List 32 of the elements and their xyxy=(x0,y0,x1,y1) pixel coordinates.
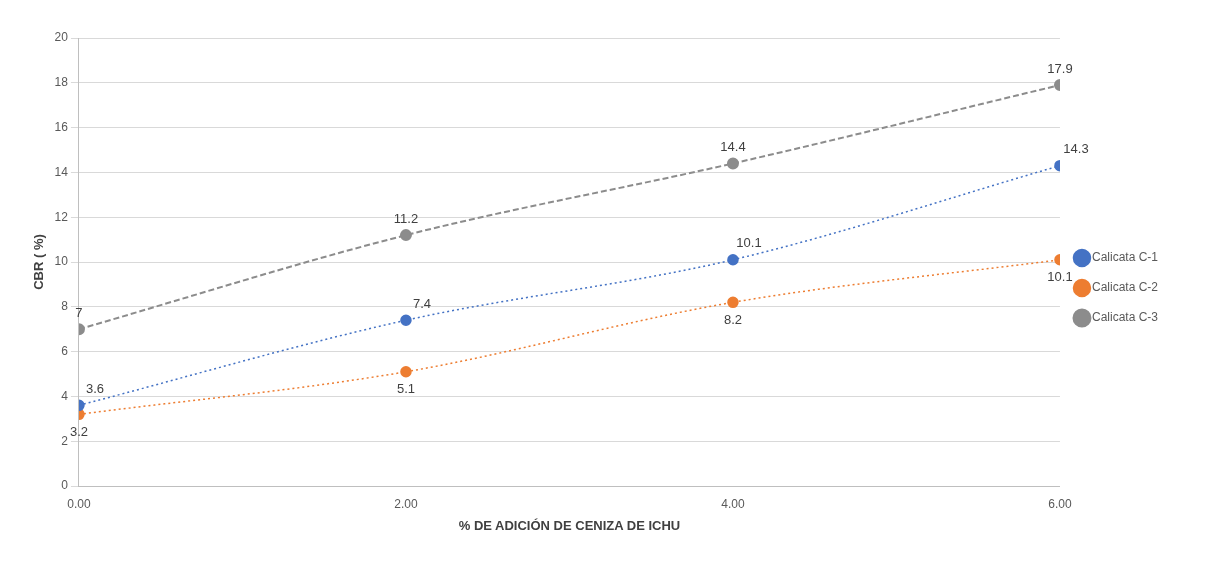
x-tick-label: 0.00 xyxy=(67,496,91,511)
data-label: 11.2 xyxy=(393,210,419,226)
y-tick-label: 0 xyxy=(61,478,69,493)
data-label: 7.4 xyxy=(412,295,431,311)
data-label: 14.4 xyxy=(720,139,746,155)
data-label: 3.6 xyxy=(85,380,104,396)
x-tick-label: 4.00 xyxy=(721,496,745,511)
y-tick-label: 20 xyxy=(54,30,69,45)
data-label: 5.1 xyxy=(396,381,415,397)
y-axis-title: CBR ( %) xyxy=(31,234,47,290)
legend-label: Calicata C-1 xyxy=(1091,250,1159,265)
data-label: 10.1 xyxy=(736,235,762,251)
data-label: 14.3 xyxy=(1063,141,1089,157)
data-label: 17.9 xyxy=(1047,60,1073,76)
data-label: 10.1 xyxy=(1047,269,1073,285)
y-tick-label: 8 xyxy=(61,299,69,314)
data-label: 3.2 xyxy=(69,423,88,439)
x-axis-title: % DE ADICIÓN DE CENIZA DE ICHU xyxy=(458,517,681,533)
y-tick-label: 14 xyxy=(54,164,69,179)
y-tick-label: 12 xyxy=(54,209,69,224)
legend-label: Calicata C-3 xyxy=(1091,310,1159,325)
data-label: 7 xyxy=(75,304,83,320)
y-tick-label: 6 xyxy=(61,343,69,358)
legend-label: Calicata C-2 xyxy=(1091,280,1159,295)
y-tick-label: 4 xyxy=(61,388,69,403)
y-tick-label: 10 xyxy=(54,254,69,269)
data-label: 8.2 xyxy=(723,311,743,327)
x-tick-label: 6.00 xyxy=(1048,496,1072,511)
y-tick-label: 18 xyxy=(54,75,69,90)
y-tick-label: 16 xyxy=(54,119,69,134)
y-tick-label: 2 xyxy=(61,433,69,448)
x-tick-label: 2.00 xyxy=(394,496,418,511)
